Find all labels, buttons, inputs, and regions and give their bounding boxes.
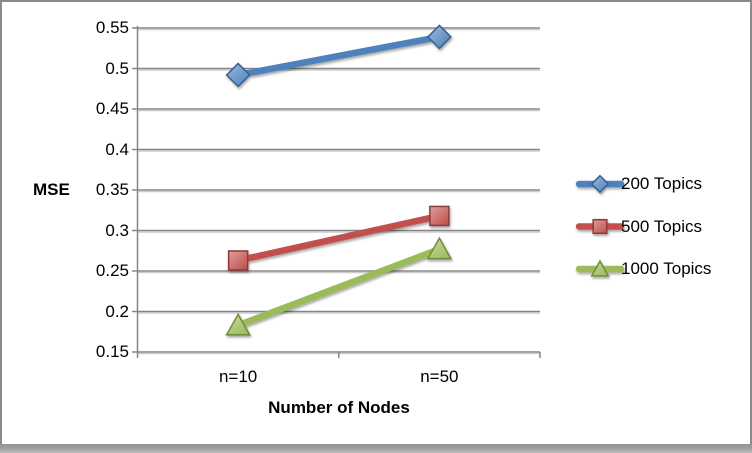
legend-swatch [575,174,625,194]
y-tick-label: 0.2 [105,301,129,321]
x-category-label: n=50 [420,367,459,386]
y-tick-label: 0.55 [95,18,129,37]
legend-label: 200 Topics [621,174,702,193]
series-200-topics [225,24,452,88]
legend-swatch [575,218,625,235]
legend-label: 500 Topics [621,216,702,236]
legend-label: 1000 Topics [621,259,712,278]
legend-swatch [575,259,625,277]
y-tick-label: 0.25 [95,261,129,280]
series-1000-topics [225,236,453,336]
x-category-label: n=10 [218,367,258,386]
y-tick-label: 0.5 [105,58,129,78]
y-tick-label: 0.35 [95,180,129,199]
y-axis-title: MSE [33,180,70,199]
y-tick-label: 0.3 [105,220,129,240]
chart-bottom-shadow [0,444,752,453]
y-tick-label: 0.45 [95,99,129,118]
y-tick-label: 0.15 [95,342,129,361]
series-500-topics [227,205,450,271]
x-axis-title: Number of Nodes [268,398,410,417]
y-tick-label: 0.4 [105,139,129,159]
